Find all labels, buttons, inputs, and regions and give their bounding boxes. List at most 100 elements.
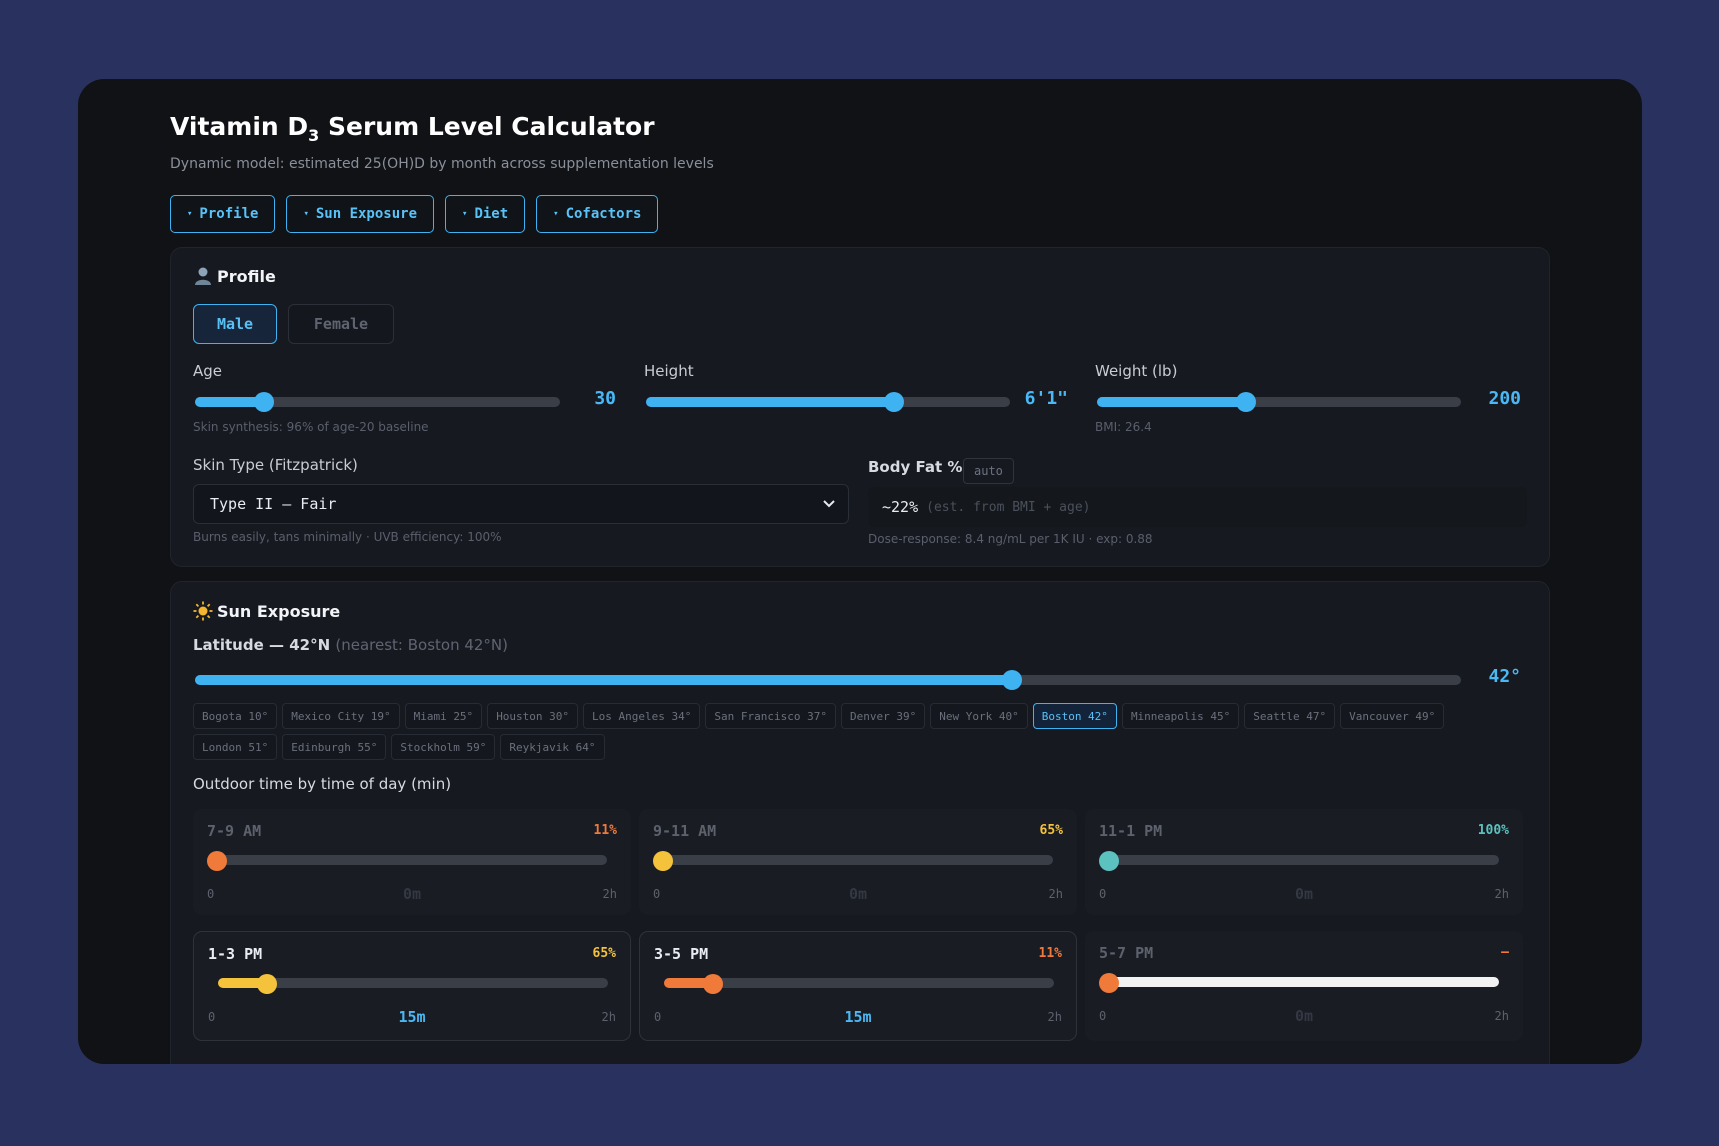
latitude-label: Latitude — 42°N (nearest: Boston 42°N) [193,636,508,654]
skin-type-hint: Burns easily, tans minimally · UVB effic… [193,530,502,544]
time-slot-slider-thumb[interactable] [1099,851,1119,871]
city-chip[interactable]: Seattle 47° [1244,703,1336,729]
city-chip[interactable]: Denver 39° [840,703,926,729]
age-value: 30 [594,388,616,409]
time-slot-slider[interactable] [218,974,608,994]
time-slot-slider-thumb[interactable] [702,974,723,994]
age-slider-thumb[interactable] [254,392,275,412]
page-title: Vitamin D3 Serum Level Calculator [170,112,655,145]
body-fat-auto-toggle[interactable]: auto [963,458,1014,484]
time-slot-slider[interactable] [1099,973,1499,993]
time-slot: 9-11 AM 65% 0 0m 2h [639,809,1077,915]
time-slot-value: 0m [1294,1007,1314,1025]
weight-label: Weight (lb) [1095,362,1178,380]
time-slot-slider[interactable] [1099,851,1499,871]
time-slot-value: 0m [848,885,868,903]
height-slider[interactable] [646,392,1010,412]
time-slot-slider[interactable] [653,851,1053,871]
tab-diet[interactable]: ▾ Diet [445,195,526,233]
age-slider-fill [195,397,265,407]
slider-min-label: 0 [208,1010,216,1024]
city-chip[interactable]: Mexico City 19° [282,703,400,729]
latitude-value: 42° [1488,666,1521,687]
time-slot-slider[interactable] [664,974,1054,994]
weight-slider-fill [1097,397,1247,407]
skin-type-select[interactable]: Type II — Fair [193,484,849,524]
height-slider-fill [646,397,894,407]
time-slot-value: 0m [1294,885,1314,903]
time-slot-label: 5-7 PM [1099,944,1154,962]
uvb-percent: 100% [1477,823,1509,838]
age-slider[interactable] [195,392,560,412]
weight-slider[interactable] [1097,392,1461,412]
slider-min-label: 0 [653,887,661,901]
tab-cofactors[interactable]: ▾ Cofactors [536,195,659,233]
city-chip[interactable]: Edinburgh 55° [282,734,387,760]
weight-slider-thumb[interactable] [1236,392,1257,412]
slider-max-label: 2h [1047,1010,1062,1024]
profile-heading: Profile [193,266,276,286]
body-fat-label: Body Fat % [868,458,963,476]
city-chip[interactable]: Boston 42° [1032,703,1117,729]
city-chip[interactable]: Reykjavik 64° [500,734,605,760]
latitude-slider[interactable] [195,670,1461,690]
slider-max-label: 2h [1048,887,1063,901]
slider-min-label: 0 [654,1010,662,1024]
bmi-hint: BMI: 26.4 [1095,420,1152,434]
time-slot: 1-3 PM 65% 0 15m 2h [193,931,631,1041]
height-slider-thumb[interactable] [883,392,904,412]
time-slot-slider-thumb[interactable] [256,974,277,994]
city-chip[interactable]: Stockholm 59° [391,734,496,760]
city-chip[interactable]: Houston 30° [487,703,579,729]
slider-max-label: 2h [601,1010,616,1024]
time-slot-slider-thumb[interactable] [653,851,673,871]
tab-sun-exposure[interactable]: ▾ Sun Exposure [286,195,435,233]
city-chip[interactable]: Miami 25° [404,703,483,729]
city-presets: Bogota 10° Mexico City 19° Miami 25° Housto… [193,703,1493,760]
chevron-down-icon [823,500,835,508]
city-chip[interactable]: Bogota 10° [193,703,278,729]
time-slot-slider[interactable] [207,851,607,871]
city-chip[interactable]: London 51° [193,734,278,760]
caret-down-icon: ▾ [553,209,559,219]
time-slot-value: 0m [402,885,422,903]
time-slot-label: 11-1 PM [1099,822,1163,840]
city-chip[interactable]: San Francisco 37° [705,703,836,729]
tab-profile[interactable]: ▾ Profile [170,195,276,233]
city-chip[interactable]: New York 40° [930,703,1028,729]
caret-down-icon: ▾ [187,209,193,219]
height-label: Height [644,362,694,380]
time-slot-label: 9-11 AM [653,822,717,840]
city-chip[interactable]: Vancouver 49° [1340,703,1445,729]
caret-down-icon: ▾ [462,209,468,219]
app-window: Vitamin D3 Serum Level Calculator Dynami… [78,79,1642,1064]
uvb-percent: 65% [592,946,616,961]
body-fat-field[interactable]: ~22% (est. from BMI + age) [868,487,1527,527]
time-slot: 3-5 PM 11% 0 15m 2h [639,931,1077,1041]
slider-min-label: 0 [1099,887,1107,901]
time-slot-label: 1-3 PM [208,945,263,963]
sex-female-button[interactable]: Female [288,304,394,344]
city-chip[interactable]: Minneapolis 45° [1121,703,1240,729]
latitude-slider-fill [195,675,1012,685]
latitude-slider-thumb[interactable] [1001,670,1022,690]
time-slot-label: 3-5 PM [654,945,709,963]
skin-type-label: Skin Type (Fitzpatrick) [193,456,358,474]
time-slot-slider-thumb[interactable] [1099,973,1119,993]
profile-card: Profile Male Female Age 30 Skin synthesi… [170,247,1550,567]
uvb-percent: 11% [593,823,617,838]
time-slot-label: 7-9 AM [207,822,262,840]
person-icon [195,267,211,285]
time-slot-slider-fill [664,978,713,988]
age-label: Age [193,362,223,380]
time-slot-slider-fill [218,978,267,988]
section-tabs: ▾ Profile ▾ Sun Exposure ▾ Diet ▾ Cofactors [170,195,659,233]
sex-male-button[interactable]: Male [193,304,277,344]
time-slot: 5-7 PM – 0 0m 2h [1085,931,1523,1041]
page-subtitle: Dynamic model: estimated 25(OH)D by mont… [170,156,714,172]
city-chip[interactable]: Los Angeles 34° [583,703,701,729]
time-slot-slider-thumb[interactable] [207,851,227,871]
slider-min-label: 0 [1099,1009,1107,1023]
uvb-percent: 11% [1038,946,1062,961]
slider-min-label: 0 [207,887,215,901]
